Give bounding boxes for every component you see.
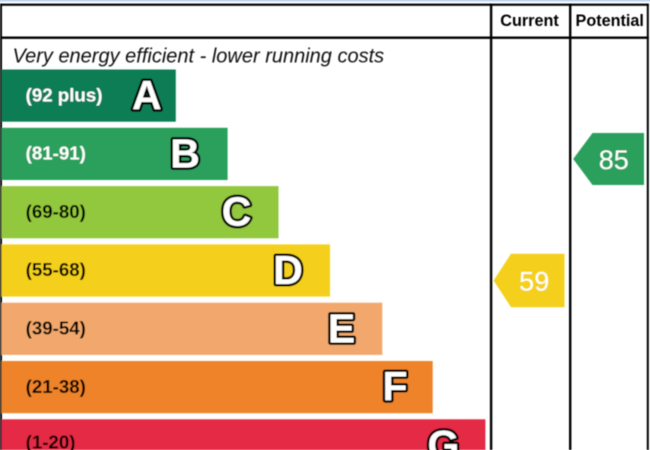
svg-text:(69-80): (69-80) bbox=[26, 201, 86, 222]
svg-text:Current: Current bbox=[500, 12, 559, 30]
svg-text:C: C bbox=[222, 189, 252, 235]
svg-text:Potential: Potential bbox=[576, 12, 644, 30]
svg-text:G: G bbox=[428, 422, 460, 450]
svg-text:(1-20): (1-20) bbox=[26, 432, 76, 450]
svg-text:(81-91): (81-91) bbox=[26, 143, 86, 164]
svg-text:A: A bbox=[132, 72, 162, 118]
svg-text:(55-68): (55-68) bbox=[26, 259, 86, 280]
svg-text:F: F bbox=[382, 364, 407, 410]
svg-text:85: 85 bbox=[599, 145, 629, 175]
svg-text:Very energy efficient - lower: Very energy efficient - lower running co… bbox=[13, 45, 385, 67]
svg-text:59: 59 bbox=[519, 267, 549, 297]
svg-text:(39-54): (39-54) bbox=[26, 318, 86, 339]
svg-text:(21-38): (21-38) bbox=[26, 376, 86, 397]
svg-text:(92 plus): (92 plus) bbox=[26, 84, 103, 105]
svg-text:B: B bbox=[170, 130, 200, 176]
svg-text:E: E bbox=[328, 305, 355, 351]
svg-text:D: D bbox=[273, 247, 303, 293]
